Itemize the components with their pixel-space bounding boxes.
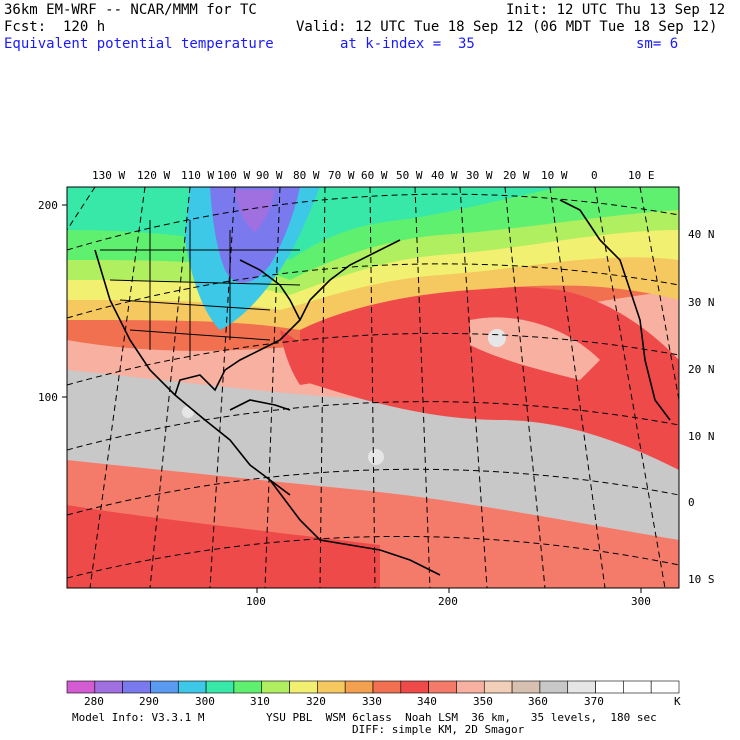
colorbar-label: 340: [417, 695, 437, 708]
colorbar-swatch: [289, 680, 318, 694]
colorbar-swatch: [66, 680, 96, 694]
lat-label: 10 S: [688, 573, 715, 586]
colorbar-swatch: [567, 680, 596, 694]
grid-y-label: 200: [38, 199, 58, 212]
colorbar-swatch: [205, 680, 235, 694]
colorbar-label: 350: [473, 695, 493, 708]
colorbar-label: 280: [84, 695, 104, 708]
colorbar-swatch: [317, 680, 346, 694]
colorbar-label: 370: [584, 695, 604, 708]
lon-label: 120 W: [137, 169, 170, 182]
lon-label: 10 W: [541, 169, 568, 182]
colorbar-swatch: [650, 680, 680, 694]
lon-label: 10 E: [628, 169, 655, 182]
grid-index-labels: 200 100 100 200 300: [38, 199, 651, 608]
lat-label: 30 N: [688, 296, 715, 309]
lon-label: 100 W: [217, 169, 250, 182]
valid-time: Valid: 12 UTC Tue 18 Sep 12 (06 MDT Tue …: [296, 19, 718, 35]
political-borders: [100, 220, 301, 360]
colorbar-swatch: [94, 680, 123, 694]
lon-label: 30 W: [466, 169, 493, 182]
lon-label: 70 W: [328, 169, 355, 182]
model-info: Model Info: V3.3.1 M: [72, 711, 205, 724]
colorbar-label: 300: [195, 695, 215, 708]
lon-label: 0: [591, 169, 598, 182]
colorbar-label: 360: [528, 695, 548, 708]
colorbar-swatch: [483, 680, 513, 694]
colorbar-swatch: [122, 680, 151, 694]
diffusion-info: DIFF: simple KM, 2D Smagor: [352, 723, 525, 736]
colorbar-swatch: [428, 680, 457, 694]
field-name: Equivalent potential temperature: [4, 36, 274, 52]
grid-x-label: 200: [438, 595, 458, 608]
colorbar: [66, 680, 680, 694]
colorbar-swatch: [456, 680, 485, 694]
colorbar-labels: 280 290 300 310 320 330 340 350 360 370 …: [84, 695, 681, 708]
lon-label: 80 W: [293, 169, 320, 182]
smoothing-info: sm= 6: [636, 36, 679, 52]
colorbar-label: 320: [306, 695, 326, 708]
map-frame: [66, 186, 680, 589]
colorbar-swatch: [233, 680, 263, 694]
lon-label: 40 W: [431, 169, 458, 182]
lat-label: 40 N: [688, 228, 715, 241]
lat-label: 20 N: [688, 363, 715, 376]
colorbar-swatch: [400, 680, 429, 694]
colorbar-label: 310: [250, 695, 270, 708]
graticule: [67, 187, 679, 588]
grid-y-label: 100: [38, 391, 58, 404]
grid-ticks: [62, 204, 642, 593]
colorbar-label: 290: [139, 695, 159, 708]
init-time: Init: 12 UTC Thu 13 Sep 12: [506, 2, 726, 18]
colorbar-swatch: [261, 680, 290, 694]
colorbar-unit: K: [674, 695, 681, 708]
colorbar-swatch: [344, 680, 374, 694]
lat-label: 10 N: [688, 430, 715, 443]
colorbar-swatch: [623, 680, 652, 694]
lon-labels: 130 W 120 W 110 W 100 W 90 W 80 W 70 W 6…: [92, 169, 655, 182]
grid-x-label: 300: [631, 595, 651, 608]
lon-label: 130 W: [92, 169, 125, 182]
lon-label: 60 W: [361, 169, 388, 182]
lat-labels: 40 N 30 N 20 N 10 N 0 10 S: [688, 228, 715, 586]
colorbar-label: 330: [362, 695, 382, 708]
colorbar-swatch: [539, 680, 569, 694]
colorbar-swatch: [177, 680, 207, 694]
colorbar-swatch: [150, 680, 179, 694]
level-info: at k-index = 35: [340, 36, 475, 52]
colorbar-swatch: [372, 680, 402, 694]
forecast-hour: Fcst: 120 h: [4, 19, 106, 35]
lon-label: 90 W: [256, 169, 283, 182]
lon-label: 50 W: [396, 169, 423, 182]
coastlines: [94, 199, 671, 576]
grid-x-label: 100: [246, 595, 266, 608]
lon-label: 20 W: [503, 169, 530, 182]
colorbar-swatch: [595, 680, 624, 694]
lon-label: 110 W: [181, 169, 214, 182]
colorbar-swatch: [511, 680, 541, 694]
model-title: 36km EM-WRF -- NCAR/MMM for TC: [4, 2, 257, 18]
lat-label: 0: [688, 496, 695, 509]
physics-info: YSU PBL WSM 6class Noah LSM 36 km, 35 le…: [266, 711, 657, 724]
